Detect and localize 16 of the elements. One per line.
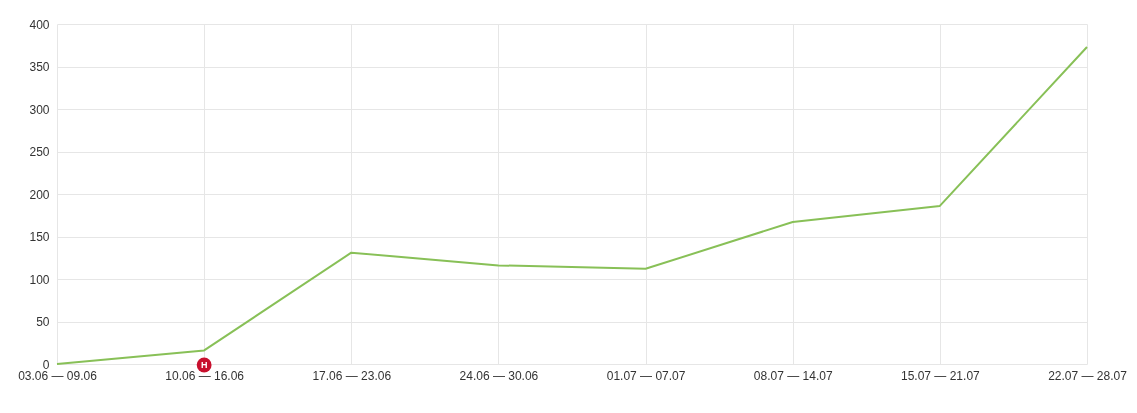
y-tick-label: 250: [29, 145, 50, 159]
x-tick-label: 15.07 — 21.07: [900, 368, 981, 383]
y-tick-label: 100: [29, 272, 50, 287]
x-tick-label: 01.07 — 07.07: [606, 368, 686, 383]
x-tick-label: 17.06 — 23.06: [312, 368, 392, 383]
y-tick-label: 300: [29, 102, 50, 117]
y-tick-label: 200: [29, 187, 50, 202]
y-tick-label: 50: [36, 315, 50, 329]
x-tick-label: 22.07 — 28.07: [1048, 368, 1128, 383]
x-tick-label: 24.06 — 30.06: [459, 368, 539, 383]
x-tick-label: 10.06 — 16.06: [165, 368, 245, 383]
x-tick-label: 08.07 — 14.07: [753, 368, 833, 383]
y-tick-label: 150: [29, 230, 50, 244]
y-tick-label: 350: [29, 60, 50, 74]
annotation: H: [200, 360, 208, 370]
y-tick-label: 400: [29, 17, 50, 32]
